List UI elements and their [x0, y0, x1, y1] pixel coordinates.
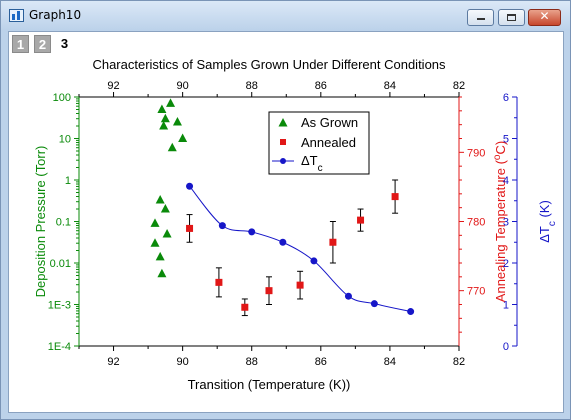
- delta-tc-marker: [344, 292, 352, 300]
- left-y-tick-label: 1E-4: [48, 341, 71, 353]
- as-grown-marker: [155, 251, 165, 261]
- legend-label-as-grown: As Grown: [301, 115, 358, 130]
- layer-tab-3[interactable]: 3: [56, 35, 73, 53]
- annealed-marker: [391, 193, 399, 201]
- left-y-tick-label: 0.1: [56, 217, 71, 229]
- minimize-button[interactable]: [467, 9, 494, 26]
- far-right-y-tick-label: 0: [503, 341, 509, 353]
- x-axis-title: Transition (Temperature (K)): [188, 377, 351, 392]
- legend-annealed-marker: [280, 139, 286, 145]
- maximize-button[interactable]: [498, 9, 525, 26]
- title-bar[interactable]: Graph10 ✕: [1, 1, 570, 30]
- window-title: Graph10: [29, 8, 82, 22]
- far-right-y-tick-label: 3: [503, 217, 509, 229]
- far-right-y-tick-label: 4: [503, 175, 509, 187]
- far-right-y-tick-label: 2: [503, 258, 509, 270]
- as-grown-marker: [160, 204, 170, 213]
- close-button[interactable]: ✕: [528, 9, 561, 26]
- as-grown-marker: [172, 116, 182, 126]
- delta-tc-marker: [186, 182, 194, 190]
- left-y-tick-label: 10: [59, 134, 71, 146]
- as-grown-marker: [178, 133, 188, 142]
- left-y-axis-title: Deposition Pressure (Torr): [33, 146, 48, 298]
- as-grown-marker: [162, 228, 172, 238]
- legend-label-delta-tc: ΔTc: [301, 153, 323, 174]
- layer-tab-2[interactable]: 2: [34, 35, 51, 53]
- as-grown-marker: [150, 238, 160, 247]
- legend-delta-tc-marker: [280, 158, 286, 164]
- as-grown-marker: [150, 218, 160, 227]
- top-x-tick-label: 82: [453, 80, 465, 92]
- as-grown-marker: [157, 104, 167, 113]
- right-y-tick-label: 770: [467, 286, 485, 298]
- x-tick-label: 86: [315, 356, 327, 368]
- annealed-marker: [357, 216, 365, 224]
- delta-tc-marker: [218, 222, 226, 230]
- as-grown-marker: [159, 121, 169, 130]
- far-right-y-tick-label: 6: [503, 92, 509, 104]
- as-grown-marker: [155, 194, 165, 204]
- annealed-marker: [241, 303, 249, 311]
- as-grown-marker: [160, 113, 170, 123]
- delta-tc-marker: [310, 257, 318, 265]
- annealed-marker: [296, 281, 304, 289]
- close-icon: ✕: [539, 9, 550, 23]
- annealed-marker: [329, 238, 337, 246]
- x-tick-label: 90: [177, 356, 189, 368]
- delta-tc-marker: [407, 308, 415, 316]
- legend-label-annealed: Annealed: [301, 135, 356, 150]
- left-y-tick-label: 1E-3: [48, 300, 71, 312]
- left-y-tick-label: 100: [53, 92, 71, 104]
- annealed-marker: [265, 287, 273, 295]
- maximize-icon: [507, 14, 516, 21]
- x-tick-label: 92: [107, 356, 119, 368]
- legend-as-grown-marker: [278, 118, 288, 127]
- top-x-tick-label: 84: [384, 80, 396, 92]
- delta-tc-marker: [279, 238, 287, 246]
- top-x-tick-label: 92: [107, 80, 119, 92]
- as-grown-marker: [166, 98, 176, 107]
- top-x-tick-label: 90: [177, 80, 189, 92]
- delta-tc-marker: [370, 300, 378, 308]
- left-y-tick-label: 0.01: [50, 258, 71, 270]
- annealed-marker: [215, 278, 223, 286]
- left-y-tick-label: 1: [65, 175, 71, 187]
- delta-tc-marker: [248, 228, 256, 236]
- layer-tab-1[interactable]: 1: [12, 35, 29, 53]
- far-right-y-tick-label: 5: [503, 134, 509, 146]
- right-y-tick-label: 780: [467, 217, 485, 229]
- annealed-marker: [186, 224, 194, 232]
- chart-title: Characteristics of Samples Grown Under D…: [92, 57, 446, 72]
- x-tick-label: 84: [384, 356, 396, 368]
- chart: Characteristics of Samples Grown Under D…: [33, 57, 558, 392]
- far-right-y-axis-title: ΔTc (K): [537, 200, 558, 243]
- right-y-axis-title: Annealing Temperature (oC): [492, 141, 509, 302]
- right-y-tick-label: 790: [467, 147, 485, 159]
- as-grown-marker: [157, 268, 167, 278]
- top-x-tick-label: 88: [246, 80, 258, 92]
- graph-window-icon: [9, 9, 24, 22]
- as-grown-marker: [167, 142, 177, 152]
- minimize-icon: [477, 18, 485, 20]
- x-tick-label: 82: [453, 356, 465, 368]
- far-right-y-tick-label: 1: [503, 300, 509, 312]
- top-x-tick-label: 86: [315, 80, 327, 92]
- x-tick-label: 88: [246, 356, 258, 368]
